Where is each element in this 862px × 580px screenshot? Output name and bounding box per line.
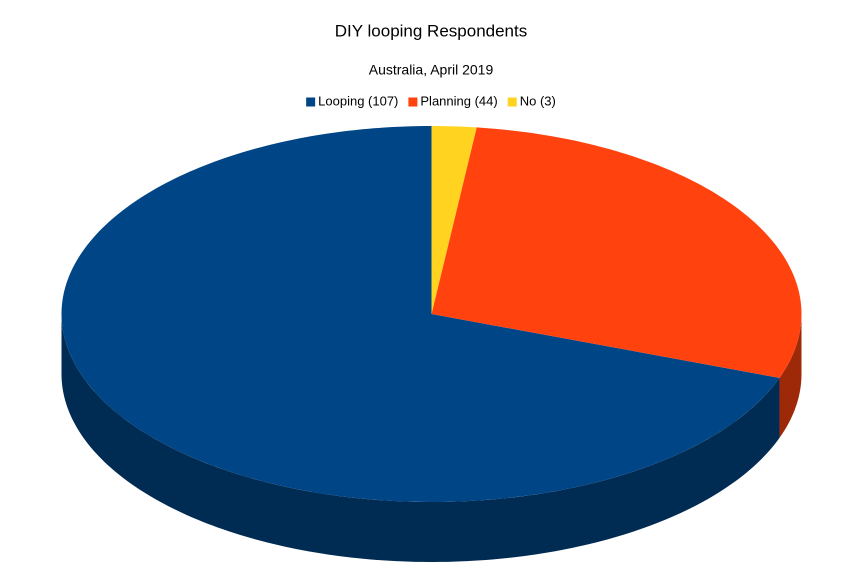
slice [61, 126, 780, 502]
legend: Looping (107) Planning (44) No (3) [306, 93, 556, 108]
pie-sides [61, 314, 802, 562]
legend-label: Looping (107) [318, 93, 398, 108]
slice-side [779, 314, 802, 438]
slice [431, 126, 477, 314]
legend-label: No (3) [520, 93, 556, 108]
slice [431, 127, 802, 378]
pie-tops [61, 126, 802, 502]
legend-swatch [408, 97, 418, 107]
legend-swatch [306, 97, 316, 107]
legend-swatch [507, 97, 517, 107]
chart-subtitle: Australia, April 2019 [369, 62, 494, 78]
legend-label: Planning (44) [420, 93, 497, 108]
chart-title: DIY looping Respondents [335, 21, 528, 40]
slice-side [61, 314, 780, 562]
